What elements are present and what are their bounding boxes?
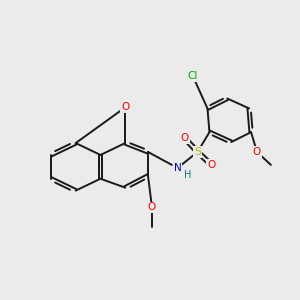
- Text: N: N: [174, 163, 182, 173]
- Text: O: O: [181, 133, 189, 143]
- Text: H: H: [184, 170, 191, 180]
- Text: O: O: [148, 202, 156, 212]
- Text: S: S: [194, 147, 201, 157]
- Text: Cl: Cl: [188, 71, 198, 81]
- Text: O: O: [207, 160, 216, 170]
- Text: O: O: [121, 102, 129, 112]
- Text: O: O: [253, 147, 261, 157]
